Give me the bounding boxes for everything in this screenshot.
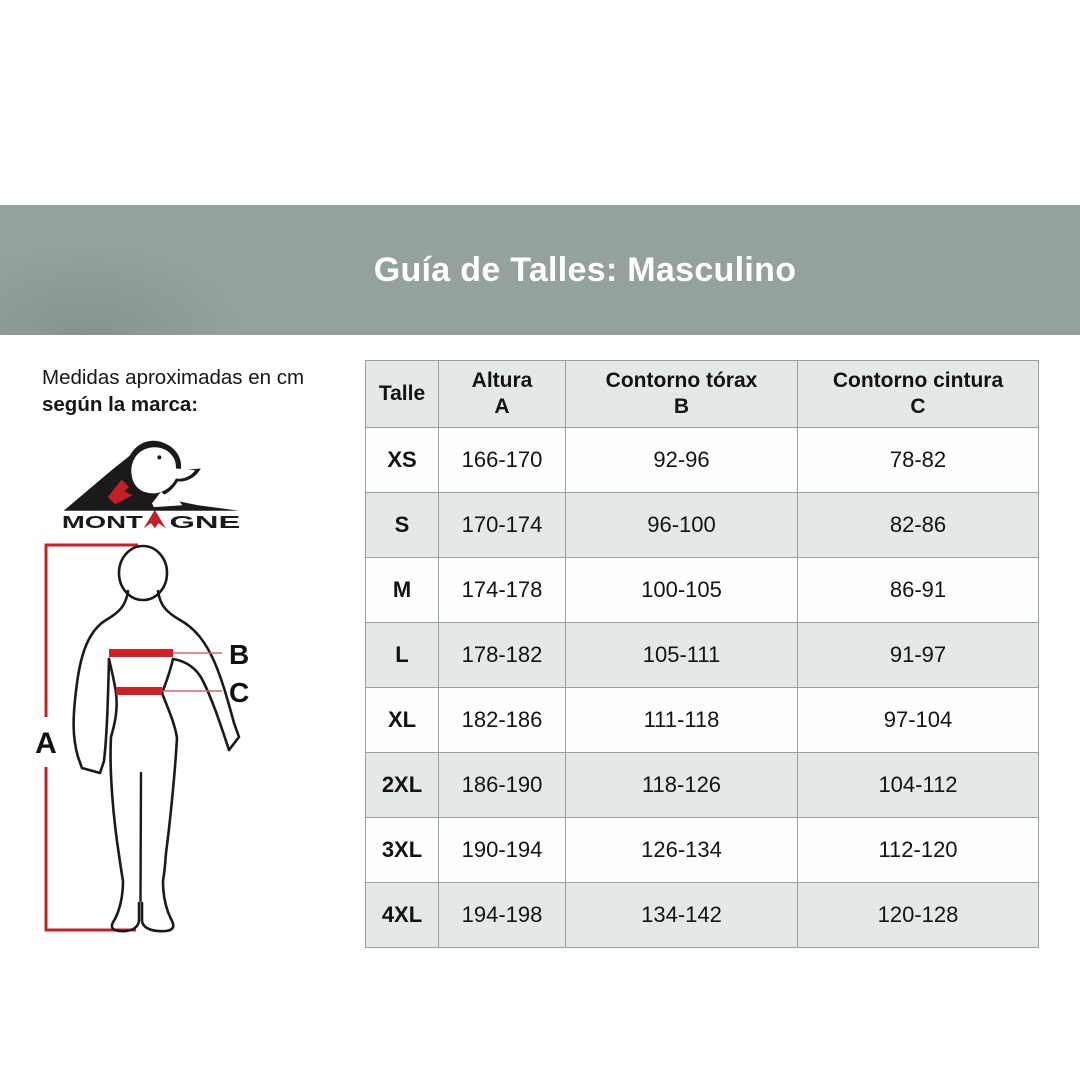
- table-row-s: S 170-174 96-100 82-86: [365, 492, 1039, 558]
- col-header-torax-letter: B: [673, 395, 690, 418]
- body-measurement-figure: A B C: [35, 543, 249, 933]
- logo-eagle-head-icon: [131, 447, 196, 494]
- figure-label-a: A: [35, 727, 57, 760]
- figure-label-b: B: [229, 639, 249, 670]
- logo-snow-icon: [152, 491, 183, 508]
- altura-value: 174-178: [438, 557, 566, 623]
- col-header-talle: Talle: [365, 360, 439, 428]
- altura-value: 190-194: [438, 817, 566, 883]
- header-row: Talle Altura A Contorno tórax B Contorno…: [365, 360, 1039, 428]
- altura-value: 166-170: [438, 427, 566, 493]
- size-label: L: [365, 622, 439, 688]
- col-header-altura: Altura A: [438, 360, 566, 428]
- size-label: XL: [365, 687, 439, 753]
- logo-red-peak-icon: [107, 479, 133, 505]
- size-label: M: [365, 557, 439, 623]
- figure-left-arm-icon: [72, 589, 130, 775]
- table-row-4xl: 4XL 194-198 134-142 120-128: [365, 882, 1039, 948]
- height-bracket-icon: [44, 543, 138, 932]
- torax-value: 92-96: [565, 427, 798, 493]
- size-label: 4XL: [365, 882, 439, 948]
- torax-value: 126-134: [565, 817, 798, 883]
- figure-label-c: C: [229, 677, 249, 708]
- logo-wordmark-right: GNE: [169, 512, 240, 532]
- altura-value: 182-186: [438, 687, 566, 753]
- size-label: 3XL: [365, 817, 439, 883]
- size-table-header: Talle Altura A Contorno tórax B Contorno…: [365, 360, 1039, 428]
- cintura-value: 86-91: [797, 557, 1039, 623]
- measurement-note-line2: según la marca:: [42, 393, 199, 416]
- altura-value: 186-190: [438, 752, 566, 818]
- logo-wordmark-a-icon: [143, 509, 166, 529]
- col-header-altura-label: Altura: [471, 368, 533, 392]
- col-header-altura-letter: A: [494, 395, 510, 418]
- cintura-value: 104-112: [797, 752, 1039, 818]
- col-header-talle-label: Talle: [378, 381, 426, 405]
- cintura-value: 78-82: [797, 427, 1039, 493]
- waist-measure-bar: [116, 687, 162, 695]
- measurement-note: Medidas aproximadas en cm según la marca…: [42, 364, 304, 418]
- measurement-note-line1: Medidas aproximadas en cm: [42, 366, 305, 389]
- torax-value: 118-126: [565, 752, 798, 818]
- torax-value: 105-111: [565, 622, 798, 688]
- figure-right-side-icon: [140, 657, 179, 933]
- table-row-3xl: 3XL 190-194 126-134 112-120: [365, 817, 1039, 883]
- table-row-xl: XL 182-186 111-118 97-104: [365, 687, 1039, 753]
- montagne-logo: MONT GNE: [62, 440, 240, 532]
- figure-leg-split-icon: [139, 771, 143, 903]
- title-banner: Guía de Talles: Masculino: [0, 205, 1080, 335]
- table-row-l: L 178-182 105-111 91-97: [365, 622, 1039, 688]
- torax-value: 134-142: [565, 882, 798, 948]
- cintura-value: 112-120: [797, 817, 1039, 883]
- logo-eagle-eye-icon: [157, 455, 162, 460]
- table-row-2xl: 2XL 186-190 118-126 104-112: [365, 752, 1039, 818]
- cintura-value: 82-86: [797, 492, 1039, 558]
- cintura-value: 91-97: [797, 622, 1039, 688]
- table-row-m: M 174-178 100-105 86-91: [365, 557, 1039, 623]
- col-header-cintura-label: Contorno cintura: [832, 368, 1004, 392]
- torax-value: 96-100: [565, 492, 798, 558]
- figure-head-icon: [117, 544, 169, 602]
- torax-value: 111-118: [565, 687, 798, 753]
- logo-wordmark-left: MONT: [62, 512, 143, 532]
- size-label: S: [365, 492, 439, 558]
- col-header-cintura: Contorno cintura C: [797, 360, 1039, 428]
- figure-right-arm-icon: [156, 589, 241, 752]
- col-header-torax: Contorno tórax B: [565, 360, 798, 428]
- table-row-xs: XS 166-170 92-96 78-82: [365, 427, 1039, 493]
- size-label: 2XL: [365, 752, 439, 818]
- size-table: Talle Altura A Contorno tórax B Contorno…: [365, 360, 1039, 948]
- altura-value: 194-198: [438, 882, 566, 948]
- cintura-value: 120-128: [797, 882, 1039, 948]
- col-header-torax-label: Contorno tórax: [605, 368, 758, 392]
- torax-value: 100-105: [565, 557, 798, 623]
- altura-value: 170-174: [438, 492, 566, 558]
- page-title: Guía de Talles: Masculino: [373, 250, 797, 289]
- size-label: XS: [365, 427, 439, 493]
- figure-left-side-icon: [107, 657, 141, 933]
- cintura-value: 97-104: [797, 687, 1039, 753]
- altura-value: 178-182: [438, 622, 566, 688]
- chest-measure-bar: [109, 649, 173, 657]
- col-header-cintura-letter: C: [910, 395, 926, 418]
